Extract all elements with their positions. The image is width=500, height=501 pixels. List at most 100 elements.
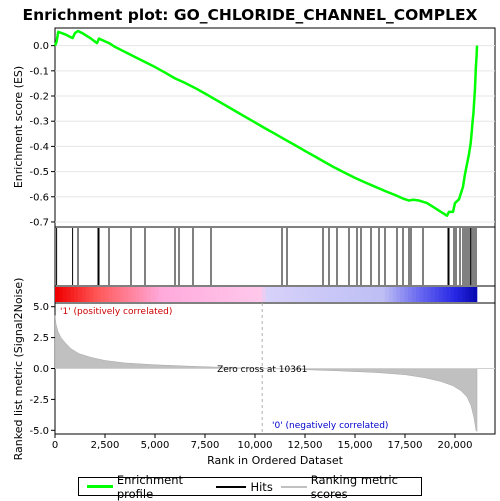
rank-band-segment [381, 287, 386, 302]
rank-band-segment [170, 287, 175, 302]
legend-item-hits: Hits [216, 479, 273, 494]
rank-band-segment [97, 287, 102, 302]
rank-band-segment [227, 287, 232, 302]
chart-title: Enrichment plot: GO_CHLORIDE_CHANNEL_COM… [22, 6, 477, 24]
rank-band-segment [112, 287, 117, 302]
rank-band-segment [185, 287, 190, 302]
rank-band-segment [74, 287, 79, 302]
rank-band-segment [473, 287, 478, 302]
rank-y-tick-label: 5.0 [33, 302, 49, 313]
legend-label-ranking: Ranking metric scores [310, 472, 398, 501]
rank-band-segment [58, 287, 63, 302]
rank-band-segment [177, 287, 182, 302]
rank-band-segment [373, 287, 378, 302]
zero-cross-label: Zero cross at 10361 [217, 365, 307, 375]
rank-band-segment [120, 287, 125, 302]
rank-band-segment [269, 287, 274, 302]
rank-band-segment [189, 287, 194, 302]
legend-label-enrichment: Enrichment profile [116, 472, 184, 501]
rank-band-segment [465, 287, 470, 302]
hits-group [56, 228, 477, 285]
rank-band-segment [423, 287, 428, 302]
es-gridlines [55, 45, 495, 223]
rank-band-segment [158, 287, 163, 302]
rank-band-segment [289, 287, 294, 302]
rank-band-segment [304, 287, 309, 302]
rank-band-segment [319, 287, 324, 302]
rank-band-segment [212, 287, 217, 302]
rank-band-segment [277, 287, 282, 302]
rank-band-segment [369, 287, 374, 302]
rank-band-segment [166, 287, 171, 302]
rank-band-segment [388, 287, 393, 302]
rank-band-segment [430, 287, 436, 302]
legend-item-ranking-metric: Ranking metric scores [280, 472, 421, 501]
rank-band-segment [266, 287, 271, 302]
rank-band-segment [346, 287, 351, 302]
rank-band-segment [216, 287, 221, 302]
x-tick-label: 10,000 [238, 440, 273, 451]
rank-band-segment [55, 287, 60, 302]
rank-band-segment [442, 287, 447, 302]
rank-band-segment [143, 287, 148, 302]
x-tick-label: 12,500 [288, 440, 323, 451]
rank-band-segment [469, 287, 474, 302]
rank-band-segment [242, 287, 248, 302]
legend-label-hits: Hits [250, 479, 273, 494]
rank-band-segment [162, 287, 167, 302]
legend-swatch-hits [216, 485, 247, 488]
rank-band-segment [281, 287, 286, 302]
rank-band-segment [292, 287, 297, 302]
legend: Enrichment profile Hits Ranking metric s… [78, 473, 422, 501]
rank-y-axis-label: Ranked list metric (Signal2Noise) [12, 278, 25, 461]
rank-band-segment [392, 287, 397, 302]
rank-band-segment [331, 287, 336, 302]
rank-band-segment [461, 287, 466, 302]
x-ticks: 0 2,500 5,000 7,500 10,000 12,500 15,000 17,500… [52, 434, 473, 451]
rank-band-segment [365, 287, 370, 302]
rank-band-segment [78, 287, 83, 302]
rank-band-segment [258, 287, 263, 302]
legend-item-enrichment-profile: Enrichment profile [87, 473, 208, 501]
rank-band-segment [254, 287, 259, 302]
rank-band-segment [85, 287, 90, 302]
rank-band-segment [223, 287, 228, 302]
rank-band-segment [450, 287, 455, 302]
rank-band-segment [131, 287, 136, 302]
es-y-tick-label: -0.5 [29, 167, 49, 178]
rank-band-segment [81, 287, 86, 302]
x-tick-label: 2,500 [91, 440, 120, 451]
rank-band-segment [400, 287, 405, 302]
rank-band-segment [246, 287, 251, 302]
rank-band-segment [116, 287, 121, 302]
rank-y-tick-label: -2.5 [29, 395, 49, 406]
rank-band-segment [200, 287, 205, 302]
rank-y-ticks: 5.0 2.5 0.0 -2.5 -5.0 [29, 302, 55, 437]
rank-band-segment [434, 287, 439, 302]
rank-band-segment [354, 287, 359, 302]
rank-band-segment [323, 287, 328, 302]
rank-band-segment [415, 287, 420, 302]
x-tick-label: 7,500 [191, 440, 220, 451]
rank-band-segment [104, 287, 110, 302]
rank-color-band [55, 287, 478, 302]
rank-band-segment [219, 287, 225, 302]
rank-band-segment [273, 287, 278, 302]
rank-band-segment [335, 287, 340, 302]
rank-y-tick-label: 2.5 [33, 333, 49, 344]
rank-band-segment [173, 287, 179, 302]
rank-band-segment [312, 287, 317, 302]
rank-band-segment [438, 287, 443, 302]
rank-band-segment [361, 287, 367, 302]
x-tick-label: 0 [52, 440, 58, 451]
rank-band-segment [407, 287, 413, 302]
rank-band-segment [196, 287, 202, 302]
es-y-tick-label: 0.0 [33, 41, 49, 52]
rank-band-segment [135, 287, 140, 302]
rank-band-segment [285, 287, 290, 302]
rank-band-segment [89, 287, 94, 302]
rank-band-segment [239, 287, 244, 302]
rank-band-segment [453, 287, 459, 302]
rank-band-segment [296, 287, 301, 302]
